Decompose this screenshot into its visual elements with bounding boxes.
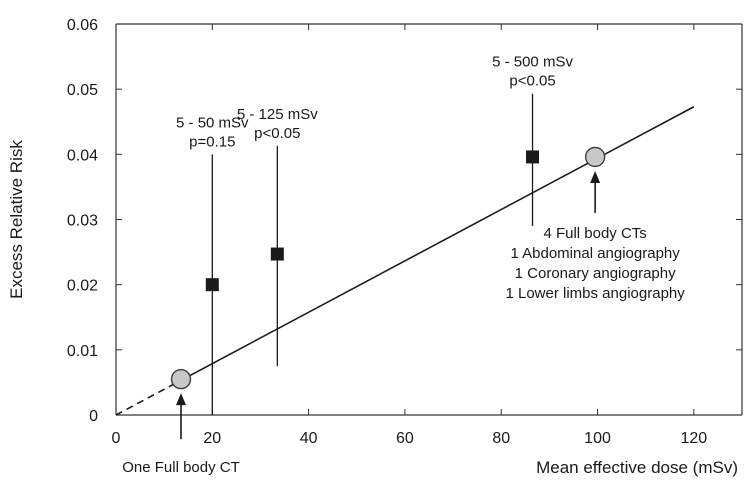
axes xyxy=(115,23,743,416)
data-point-circle xyxy=(170,369,192,390)
data-point-square xyxy=(270,247,284,261)
x-axis-title: Mean effective dose (mSv) xyxy=(536,458,738,477)
x-tick-label: 40 xyxy=(300,430,318,447)
interval-label: p<0.05 xyxy=(509,73,555,90)
y-tick-label: 0.06 xyxy=(67,17,98,34)
y-tick-label: 0.03 xyxy=(67,213,98,230)
annotation-text: 1 Abdominal angiography xyxy=(510,245,680,262)
y-tick-label: 0.02 xyxy=(67,278,98,295)
y-tick-label: 0 xyxy=(89,408,98,425)
annotation-arrowhead xyxy=(176,393,187,406)
annotation-arrowhead xyxy=(590,170,601,183)
data-point-square xyxy=(205,278,219,292)
data-point-square xyxy=(526,150,540,164)
annotation-text: 1 Lower limbs angiography xyxy=(505,285,685,302)
interval-label: 5 - 50 mSv xyxy=(176,114,249,131)
y-tick-label: 0.04 xyxy=(67,147,98,164)
annotation-text: 4 Full body CTs xyxy=(543,225,646,242)
x-tick-label: 60 xyxy=(396,430,414,447)
annotation-text: One Full body CT xyxy=(122,459,240,476)
annotation-text: 1 Coronary angiography xyxy=(515,265,676,282)
trend-line-solid xyxy=(168,106,695,388)
interval-label: p<0.05 xyxy=(254,125,300,142)
y-tick-label: 0.01 xyxy=(67,343,98,360)
trend-line-dashed xyxy=(115,386,170,416)
data-point-circle xyxy=(584,146,606,168)
y-axis-title: Excess Relative Risk xyxy=(7,140,26,299)
chart-text: 0 20 40 60 80 100 120 0 0.01 0.02 0.03 0.04 0.05 0.06… xyxy=(7,17,738,477)
x-tick-label: 120 xyxy=(680,430,707,447)
x-tick-label: 100 xyxy=(584,430,611,447)
interval-label: 5 - 125 mSv xyxy=(237,106,318,123)
x-tick-label: 0 xyxy=(112,430,121,447)
data-marks xyxy=(115,93,695,440)
interval-label: p=0.15 xyxy=(189,133,235,150)
x-tick-label: 80 xyxy=(492,430,510,447)
x-tick-label: 20 xyxy=(203,430,221,447)
y-tick-label: 0.05 xyxy=(67,82,98,99)
interval-label: 5 - 500 mSv xyxy=(492,54,573,71)
